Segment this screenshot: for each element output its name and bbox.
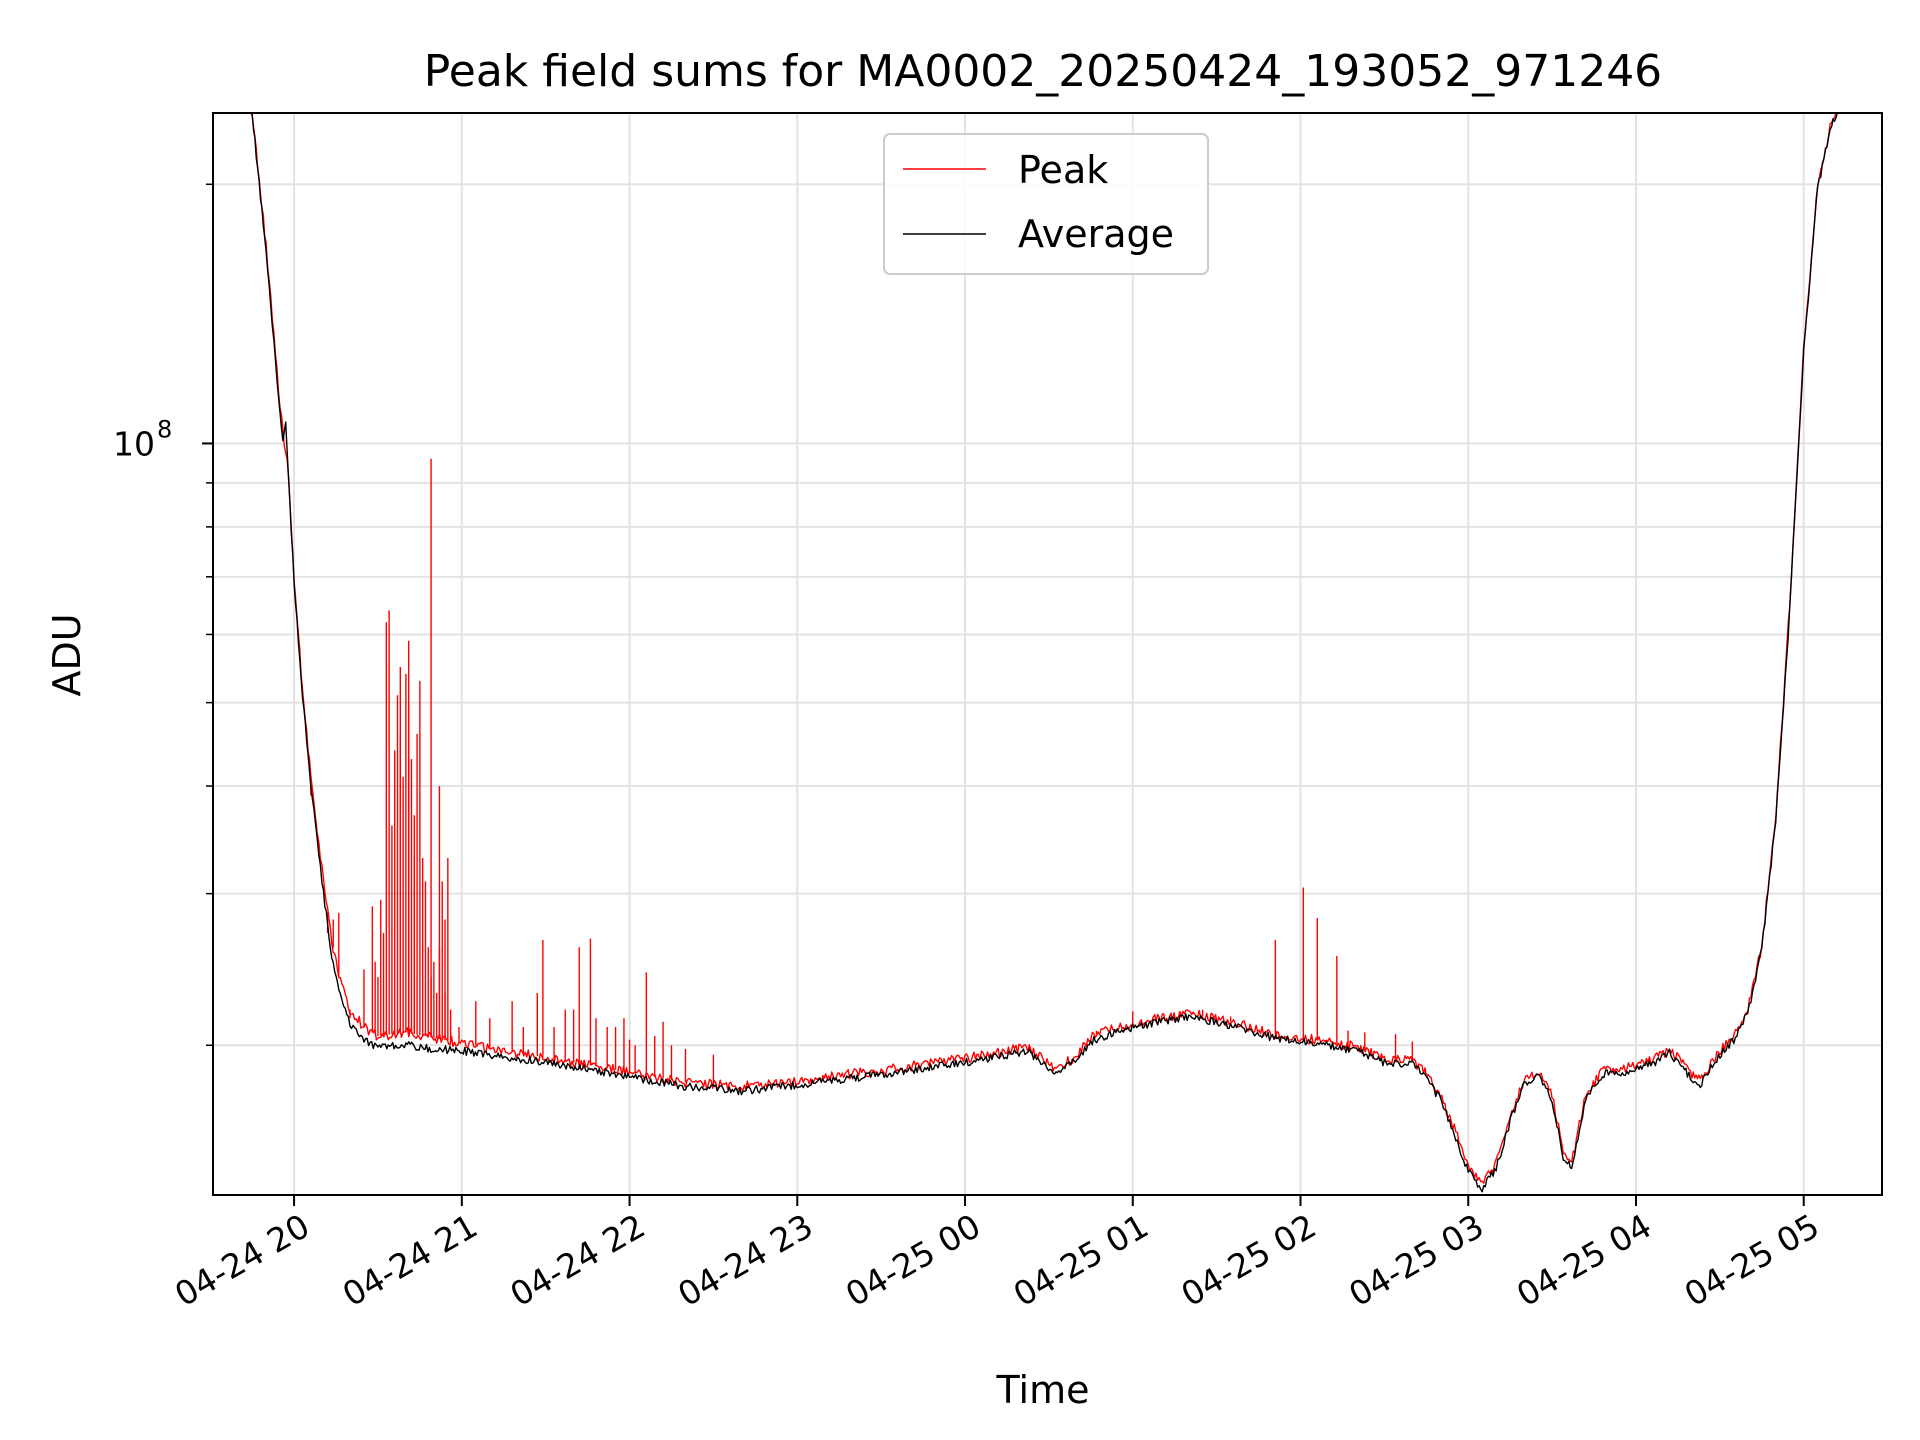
series-line-peak [213, 112, 1882, 1184]
legend-peak-label: Peak [1018, 148, 1108, 192]
chart-title: Peak field sums for MA0002_20250424_1930… [424, 46, 1662, 97]
plot-frame [212, 112, 1883, 1196]
x-axis-label: Time [996, 1368, 1090, 1412]
grid [213, 113, 1882, 1195]
series-line-average [213, 112, 1882, 1193]
y-tick-label-exponent: 8 [157, 415, 172, 443]
legend: Peak Average [883, 133, 1209, 275]
series-layer [213, 112, 1882, 1193]
y-tick-label-base: 10 [113, 424, 155, 463]
legend-average-label: Average [1018, 212, 1174, 256]
y-axis-label: ADU [45, 613, 89, 696]
